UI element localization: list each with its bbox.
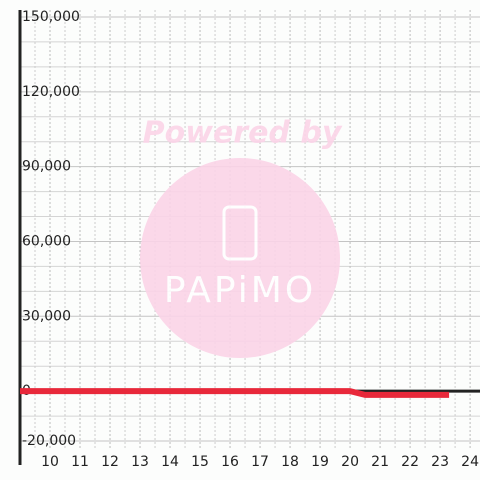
x-tick-label: 10: [41, 454, 59, 470]
watermark: Powered by PAPiMO: [140, 116, 343, 358]
x-tick-label: 20: [341, 454, 359, 470]
x-tick-label: 11: [71, 454, 89, 470]
watermark-logo: PAPiMO: [164, 270, 316, 311]
grid: [20, 10, 480, 450]
x-tick-label: 23: [431, 454, 449, 470]
y-tick-label: 60,000: [22, 233, 71, 249]
line: [20, 388, 450, 398]
x-tick-label: 22: [401, 454, 419, 470]
x-tick-label: 18: [281, 454, 299, 470]
plot: -20,000030,00060,00090,000120,000150,000…: [18, 9, 479, 470]
x-tick-label: 13: [131, 454, 149, 470]
watermark-phone: [222, 205, 258, 261]
y-tick-label: 120,000: [22, 84, 80, 100]
x-tick-label: 14: [161, 454, 179, 470]
x-tick-label: 17: [251, 454, 269, 470]
watermark-text: Powered by: [143, 116, 343, 151]
y-tick-label: 90,000: [22, 159, 71, 175]
x-tick-label: 24: [461, 454, 479, 470]
y-tick-label: -20,000: [22, 433, 76, 449]
x-tick-label: 15: [191, 454, 209, 470]
x-tick-label: 12: [101, 454, 119, 470]
x-tick-label: 16: [221, 454, 239, 470]
y-tick-label: 150,000: [22, 9, 80, 25]
y-tick-label: 30,000: [22, 308, 71, 324]
x-tick-label: 21: [371, 454, 389, 470]
x-tick-label: 19: [311, 454, 329, 470]
